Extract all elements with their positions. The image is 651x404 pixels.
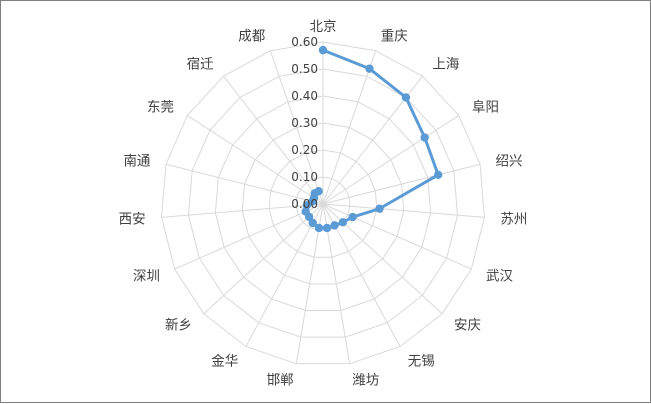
grid-spoke-12 bbox=[203, 203, 324, 315]
grid-ring-4 bbox=[214, 95, 432, 312]
grid-spoke-13 bbox=[174, 203, 324, 270]
data-point-苏州 bbox=[375, 204, 384, 213]
data-point-成都 bbox=[314, 187, 323, 196]
category-label: 西安 bbox=[119, 212, 146, 228]
category-label: 成都 bbox=[238, 29, 265, 45]
grid-spoke-14 bbox=[161, 203, 324, 218]
data-point-邯郸 bbox=[314, 223, 324, 233]
category-label: 北京 bbox=[310, 19, 337, 35]
data-point-安庆 bbox=[338, 218, 348, 227]
data-point-绍兴 bbox=[433, 170, 443, 180]
category-label: 阜阳 bbox=[472, 99, 499, 116]
grid-ring-5 bbox=[187, 68, 459, 338]
data-point-北京 bbox=[318, 45, 328, 55]
category-label: 金华 bbox=[211, 354, 238, 370]
grid-ring-6 bbox=[161, 41, 485, 365]
grid-spoke-18 bbox=[269, 50, 324, 205]
category-label: 新乡 bbox=[165, 318, 192, 334]
grid-spoke-5 bbox=[322, 203, 485, 218]
grid-ring-1 bbox=[295, 176, 351, 232]
data-point-深圳 bbox=[301, 207, 310, 216]
data-point-武汉 bbox=[348, 212, 357, 222]
radial-tick-label: 0.60 bbox=[291, 35, 318, 49]
radial-tick-label: 0.50 bbox=[291, 62, 318, 76]
data-point-上海 bbox=[401, 93, 411, 102]
grid-spoke-1 bbox=[322, 50, 377, 205]
category-label: 潍坊 bbox=[352, 373, 379, 389]
category-label: 安庆 bbox=[454, 318, 481, 334]
grid-spoke-11 bbox=[245, 203, 324, 347]
grid-spoke-17 bbox=[223, 75, 324, 205]
grid-spoke-16 bbox=[187, 114, 324, 205]
data-point-无锡 bbox=[330, 221, 339, 230]
radial-tick-label: 0.40 bbox=[291, 89, 318, 103]
radar-grid bbox=[161, 41, 485, 365]
grid-spoke-4 bbox=[322, 163, 481, 205]
category-label: 苏州 bbox=[500, 212, 527, 228]
grid-ring-2 bbox=[268, 149, 378, 258]
radial-tick-label: 0.30 bbox=[291, 116, 318, 130]
radial-tick-labels: 0.00 0.10 0.20 0.30 0.40 0.50 0.60 bbox=[291, 35, 318, 211]
data-point-阜阳 bbox=[420, 133, 429, 142]
category-label: 重庆 bbox=[381, 29, 408, 45]
category-label: 无锡 bbox=[408, 354, 435, 370]
category-label: 上海 bbox=[432, 57, 459, 73]
radial-tick-label: 0.00 bbox=[291, 197, 318, 211]
series-layer bbox=[301, 45, 443, 233]
category-label: 绍兴 bbox=[496, 153, 523, 169]
category-label: 武汉 bbox=[486, 269, 513, 285]
category-label: 南通 bbox=[123, 153, 150, 169]
grid-spoke-3 bbox=[322, 114, 459, 205]
grid-ring-3 bbox=[241, 122, 405, 285]
data-point-金华 bbox=[308, 218, 317, 228]
category-label: 深圳 bbox=[133, 269, 160, 285]
radial-tick-label: 0.20 bbox=[291, 143, 318, 157]
data-point-潍坊 bbox=[322, 223, 332, 233]
data-point-重庆 bbox=[365, 64, 374, 73]
grid-spoke-6 bbox=[322, 203, 472, 270]
radial-tick-label: 0.10 bbox=[291, 170, 318, 184]
category-label: 宿迁 bbox=[187, 56, 214, 73]
grid-spoke-15 bbox=[165, 163, 324, 205]
category-label: 邯郸 bbox=[267, 373, 294, 389]
category-label: 东莞 bbox=[147, 100, 174, 116]
